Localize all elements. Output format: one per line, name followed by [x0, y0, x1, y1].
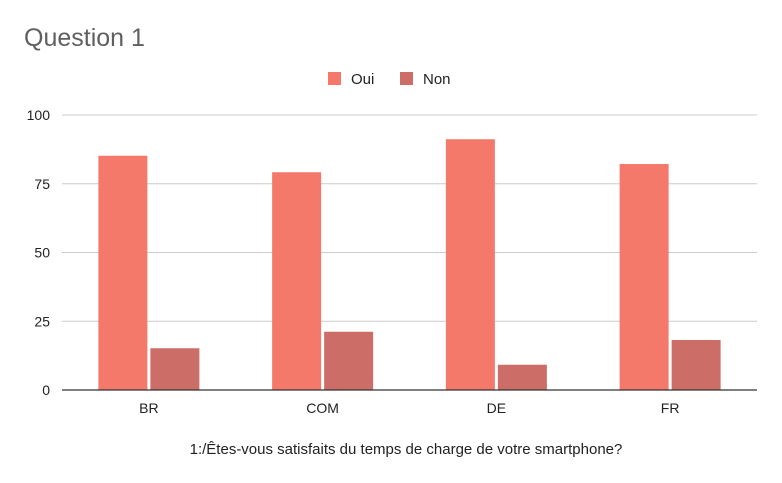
bar-oui-de	[445, 139, 495, 391]
x-tick-label: BR	[139, 400, 158, 416]
legend: Oui Non	[328, 71, 451, 88]
bars	[98, 139, 721, 391]
y-tick-label: 0	[42, 382, 50, 398]
bar-oui-br	[98, 155, 148, 391]
y-tick-label: 25	[34, 313, 50, 329]
y-tick-label: 100	[27, 107, 51, 123]
bar-non-fr	[671, 340, 721, 391]
bar-non-com	[324, 331, 374, 391]
x-axis: BR COM DE FR	[62, 389, 757, 416]
x-tick-label: DE	[487, 400, 506, 416]
bar-oui-fr	[619, 164, 669, 391]
y-tick-label: 75	[34, 176, 50, 192]
y-tick-label: 50	[34, 245, 50, 261]
bar-non-de	[497, 364, 547, 391]
legend-label-non: Non	[423, 71, 451, 88]
legend-swatch-oui	[328, 72, 341, 85]
bar-oui-com	[272, 172, 322, 391]
y-axis: 0 25 50 75 100	[27, 107, 51, 398]
legend-label-oui: Oui	[351, 71, 374, 88]
chart-title: Question 1	[24, 24, 145, 52]
bar-non-br	[150, 348, 200, 391]
x-tick-label: FR	[661, 400, 680, 416]
legend-swatch-non	[400, 72, 413, 85]
x-tick-label: COM	[306, 400, 339, 416]
x-axis-label: 1:/Êtes-vous satisfaits du temps de char…	[190, 441, 623, 458]
